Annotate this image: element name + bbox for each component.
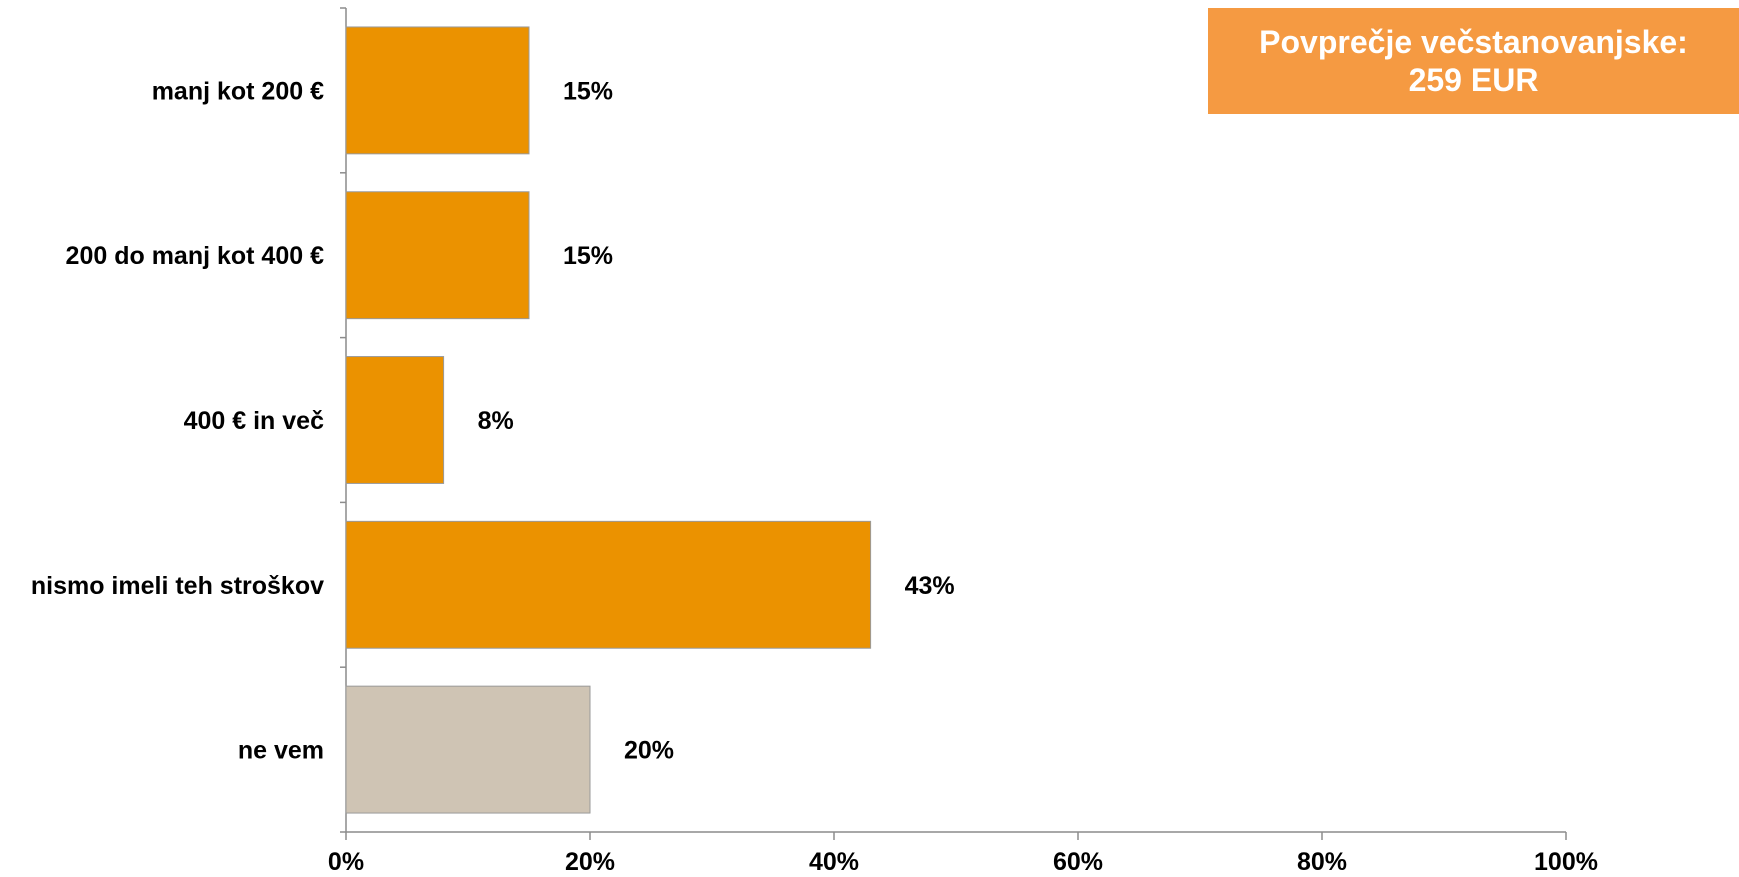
category-label: manj kot 200 €: [152, 77, 324, 105]
value-label: 15%: [563, 242, 613, 270]
x-tick-label: 40%: [809, 848, 859, 876]
x-tick-label: 60%: [1053, 848, 1103, 876]
average-callout-value: 259 EUR: [1408, 62, 1539, 98]
x-tick-label: 100%: [1534, 848, 1598, 876]
category-label: 200 do manj kot 400 €: [66, 242, 325, 270]
value-label: 8%: [478, 407, 514, 435]
bar: [345, 26, 530, 155]
x-tick-label: 0%: [328, 848, 364, 876]
chart-labels: 0% 20% 40% 60% 80% 100% manj kot 200 € 15% 200 d…: [31, 77, 1598, 876]
x-tick-label: 80%: [1297, 848, 1347, 876]
category-label: 400 € in več: [184, 407, 324, 435]
value-label: 43%: [905, 572, 955, 600]
bar: [345, 685, 591, 814]
category-label: nismo imeli teh stroškov: [31, 572, 324, 600]
bar: [345, 520, 872, 649]
x-tick-label: 20%: [565, 848, 615, 876]
average-callout-line1: Povprečje večstanovanjske:: [1259, 24, 1688, 60]
chart-bars: [345, 26, 872, 814]
value-label: 20%: [624, 737, 674, 765]
bar: [345, 356, 445, 484]
average-callout: Povprečje večstanovanjske: 259 EUR: [1208, 8, 1739, 114]
value-label: 15%: [563, 77, 613, 105]
bar: [345, 191, 530, 320]
category-label: ne vem: [238, 737, 324, 765]
